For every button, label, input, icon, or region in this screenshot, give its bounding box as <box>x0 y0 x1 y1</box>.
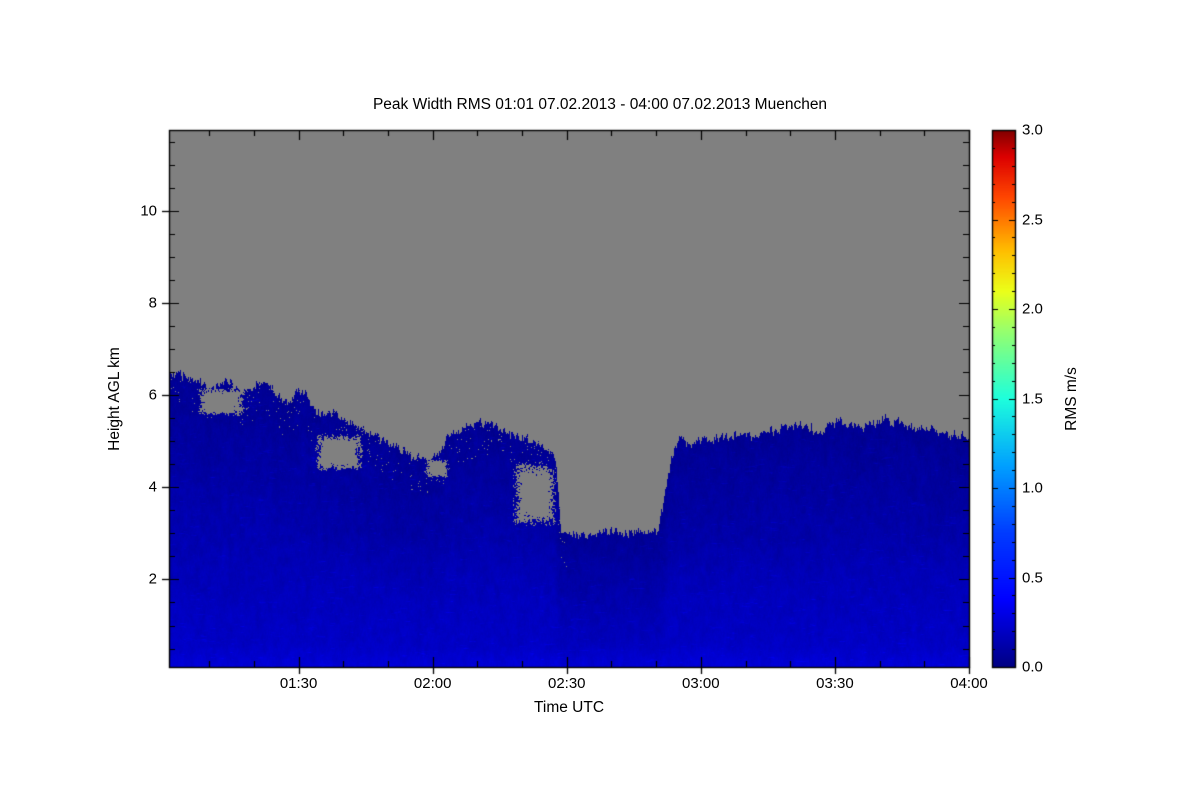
colorbar-label: RMS m/s <box>1063 367 1080 431</box>
x-tick-label: 03:30 <box>816 675 854 692</box>
colorbar-tick-label: 2.0 <box>1022 300 1043 318</box>
colorbar-tick-label: 3.0 <box>1022 121 1043 139</box>
y-tick-label: 6 <box>148 386 157 404</box>
colorbar-tick-label: 0.0 <box>1022 658 1043 676</box>
x-tick-label: 02:00 <box>413 675 452 692</box>
x-tick-label: 03:00 <box>682 675 720 692</box>
x-tick-label: 01:30 <box>279 675 318 692</box>
x-tick-label: 02:30 <box>547 675 586 692</box>
y-tick-label: 8 <box>148 294 157 312</box>
y-tick-label: 2 <box>148 570 157 588</box>
colorbar-tick-label: 1.0 <box>1022 479 1043 497</box>
y-tick-label: 10 <box>140 202 157 220</box>
colorbar-tick-label: 0.5 <box>1022 569 1043 586</box>
x-tick-label: 04:00 <box>950 675 988 692</box>
colorbar-tick-label: 2.5 <box>1022 211 1043 228</box>
y-tick-label: 4 <box>148 478 157 496</box>
colorbar-tick-label: 1.5 <box>1022 390 1043 407</box>
x-axis-label: Time UTC <box>533 699 605 716</box>
y-axis-label: Height AGL km <box>106 347 123 451</box>
page-title: Peak Width RMS 01:01 07.02.2013 - 04:00 … <box>372 96 828 113</box>
